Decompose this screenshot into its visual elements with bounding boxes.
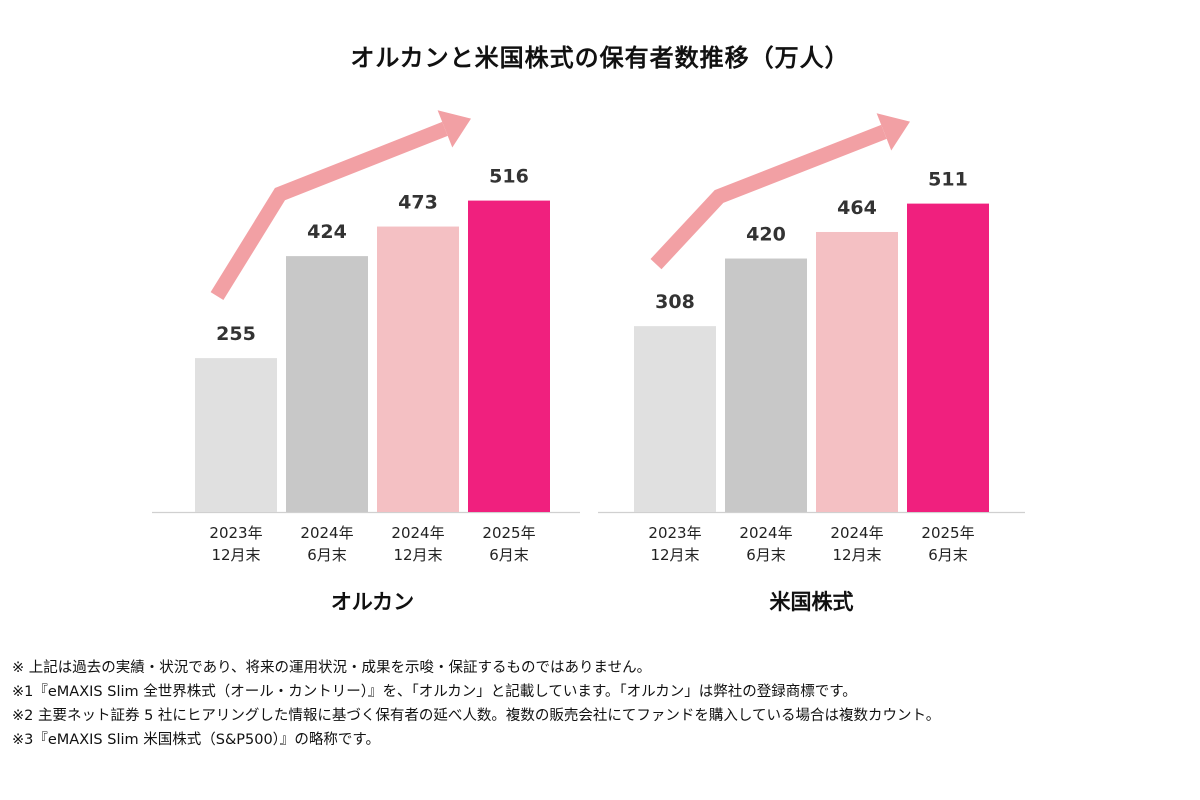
bar	[816, 231, 898, 512]
bar	[907, 203, 989, 512]
data-label: 424	[307, 221, 347, 243]
x-tick-label: 2025年	[482, 524, 535, 542]
group-label: オルカン	[331, 590, 414, 614]
x-tick-label: 2023年	[648, 524, 701, 542]
x-tick-label: 12月末	[211, 546, 260, 564]
x-tick-label: 2025年	[921, 524, 974, 542]
bar	[286, 256, 368, 512]
bar-group-2: 308 2023年 12月末 420 2024年 6月末 464 2024年 12月末 511 20…	[598, 113, 1025, 614]
footnote: ※2 主要ネット証券 5 社にヒアリングした情報に基づく保有者の延べ人数。複数の…	[12, 708, 941, 724]
chart-title: オルカンと米国株式の保有者数推移（万人）	[350, 44, 850, 72]
bar	[468, 200, 550, 512]
x-tick-label: 6月末	[928, 546, 968, 564]
x-tick-label: 12月末	[832, 546, 881, 564]
x-tick-label: 2024年	[739, 524, 792, 542]
trend-arrowhead-icon	[437, 110, 471, 148]
x-tick-label: 6月末	[307, 546, 347, 564]
data-label: 464	[837, 197, 877, 219]
x-tick-label: 2024年	[830, 524, 883, 542]
data-label: 516	[489, 166, 529, 188]
data-label: 420	[746, 224, 786, 246]
footnote: ※ 上記は過去の実績・状況であり、将来の運用状況・成果を示唆・保証するものではあ…	[12, 660, 652, 676]
trend-arrow-icon	[650, 124, 887, 270]
trend-arrow-icon	[210, 121, 448, 301]
bar	[377, 226, 459, 512]
bar-group-1: 255 2023年 12月末 424 2024年 6月末 473 2024年 12月末 516 20…	[152, 110, 580, 614]
bar	[195, 358, 277, 512]
group-label: 米国株式	[770, 590, 854, 614]
x-tick-label: 12月末	[650, 546, 699, 564]
x-tick-label: 6月末	[489, 546, 529, 564]
trend-arrowhead-icon	[876, 113, 910, 151]
x-tick-label: 2023年	[209, 524, 262, 542]
footnote: ※1『eMAXIS Slim 全世界株式（オール・カントリー）』を、「オルカン」…	[12, 684, 857, 700]
data-label: 308	[655, 291, 695, 313]
footnotes: ※ 上記は過去の実績・状況であり、将来の運用状況・成果を示唆・保証するものではあ…	[12, 656, 1192, 752]
footnote: ※3『eMAXIS Slim 米国株式（S&P500）』の略称です。	[12, 732, 380, 748]
x-tick-label: 6月末	[746, 546, 786, 564]
bar	[634, 326, 716, 512]
data-label: 255	[216, 323, 256, 345]
bar	[725, 258, 807, 512]
x-tick-label: 2024年	[391, 524, 444, 542]
data-label: 511	[928, 169, 968, 191]
x-tick-label: 2024年	[300, 524, 353, 542]
bar-chart: 255 2023年 12月末 424 2024年 6月末 473 2024年 12月末 516 20…	[152, 110, 1025, 614]
x-tick-label: 12月末	[393, 546, 442, 564]
data-label: 473	[398, 192, 438, 214]
